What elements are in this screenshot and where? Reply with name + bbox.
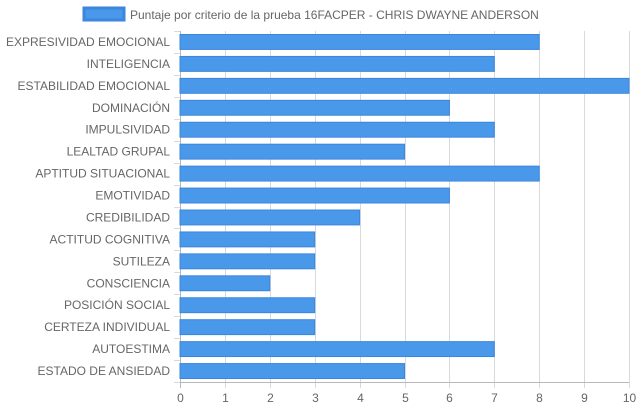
category-label-11: CONSCIENCIA: [87, 276, 170, 290]
x-tick-label-6: 6: [446, 391, 453, 405]
x-tick-label-9: 9: [581, 391, 588, 405]
x-tick-labels: 0 1 2 3 4 5 6 7 8 9 10: [177, 391, 636, 405]
bar-3[interactable]: [179, 99, 450, 116]
bar-11[interactable]: [179, 275, 271, 292]
x-tick-label-7: 7: [491, 391, 498, 405]
x-tick-label-5: 5: [402, 391, 409, 405]
category-labels: EXPRESIVIDAD EMOCIONAL INTELIGENCIA ESTABI…: [6, 35, 170, 378]
bar-8[interactable]: [179, 209, 361, 226]
x-tick-label-0: 0: [177, 391, 184, 405]
category-label-1: INTELIGENCIA: [87, 57, 170, 71]
category-label-15: ESTADO DE ANSIEDAD: [38, 364, 171, 378]
category-label-5: LEALTAD GRUPAL: [67, 145, 171, 159]
bar-0[interactable]: [179, 34, 540, 50]
category-label-0: EXPRESIVIDAD EMOCIONAL: [6, 35, 170, 49]
x-tick-label-3: 3: [312, 391, 319, 405]
category-label-12: POSICIÓN SOCIAL: [64, 297, 170, 312]
bar-7[interactable]: [179, 187, 450, 204]
legend-swatch[interactable]: [82, 6, 126, 22]
category-label-2: ESTABILIDAD EMOCIONAL: [18, 79, 171, 93]
category-label-10: SUTILEZA: [113, 254, 170, 268]
bar-2[interactable]: [179, 77, 630, 94]
legend-label: Puntaje por criterio de la prueba 16FACP…: [130, 8, 539, 22]
category-label-4: IMPULSIVIDAD: [85, 123, 170, 137]
x-tick-label-10: 10: [623, 391, 637, 405]
x-tick-label-2: 2: [267, 391, 274, 405]
category-label-14: AUTOESTIMA: [92, 342, 170, 356]
bar-9[interactable]: [179, 231, 316, 248]
bar-12[interactable]: [179, 297, 316, 314]
category-label-3: DOMINACIÓN: [92, 100, 170, 115]
bar-13[interactable]: [179, 319, 316, 336]
bar-5[interactable]: [179, 143, 405, 160]
bar-4[interactable]: [179, 121, 495, 138]
bar-15[interactable]: [179, 363, 405, 379]
category-label-13: CERTEZA INDIVIDUAL: [44, 320, 170, 334]
x-tick-label-4: 4: [357, 391, 364, 405]
bar-6[interactable]: [179, 165, 540, 182]
category-label-8: CREDIBILIDAD: [86, 210, 170, 224]
x-tick-label-8: 8: [536, 391, 543, 405]
bar-1[interactable]: [179, 55, 495, 72]
legend[interactable]: Puntaje por criterio de la prueba 16FACP…: [82, 6, 539, 22]
bars: [179, 34, 630, 379]
bar-10[interactable]: [179, 253, 316, 270]
x-tick-label-1: 1: [222, 391, 229, 405]
category-label-9: ACTITUD COGNITIVA: [50, 232, 170, 246]
category-label-6: APTITUD SITUACIONAL: [35, 167, 170, 181]
bar-14[interactable]: [179, 341, 495, 358]
category-label-7: EMOTIVIDAD: [95, 189, 170, 203]
